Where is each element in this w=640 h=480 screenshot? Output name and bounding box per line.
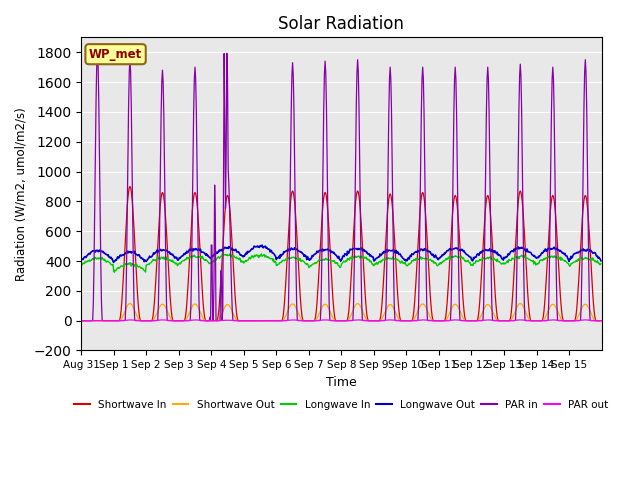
Line: PAR in: PAR in (81, 52, 601, 321)
Longwave In (219, 250, 227, 256)
Longwave In (77, 262, 85, 268)
Text: WP_met: WP_met (89, 48, 142, 60)
Longwave In (597, 261, 605, 266)
Shortwave In (597, 318, 605, 324)
Line: Longwave In: Longwave In (81, 253, 601, 272)
PAR out (139, 318, 147, 324)
Longwave Out (396, 252, 403, 257)
X-axis label: Time: Time (326, 376, 356, 389)
Longwave In (139, 265, 147, 271)
PAR out (234, 318, 242, 324)
Shortwave Out (126, 300, 134, 306)
PAR out (126, 317, 134, 323)
Shortwave In (424, 255, 432, 261)
Shortwave Out (139, 318, 147, 324)
Shortwave In (280, 308, 287, 313)
Shortwave Out (597, 318, 605, 324)
Title: Solar Radiation: Solar Radiation (278, 15, 404, 33)
PAR in (424, 318, 432, 324)
Shortwave In (395, 308, 403, 314)
Line: Shortwave In: Shortwave In (81, 186, 601, 321)
PAR in (139, 318, 147, 324)
Legend: Shortwave In, Shortwave Out, Longwave In, Longwave Out, PAR in, PAR out: Shortwave In, Shortwave Out, Longwave In… (70, 396, 612, 414)
Shortwave In (139, 318, 147, 324)
Longwave Out (280, 250, 288, 255)
Longwave Out (139, 256, 147, 262)
Longwave Out (425, 249, 433, 254)
PAR in (280, 318, 287, 324)
PAR in (260, 318, 268, 324)
Shortwave Out (234, 318, 242, 324)
Shortwave In (126, 183, 134, 189)
PAR in (93, 49, 101, 55)
PAR out (424, 317, 432, 323)
PAR out (77, 318, 85, 324)
PAR out (597, 318, 605, 324)
PAR out (260, 318, 268, 324)
Shortwave Out (280, 316, 287, 322)
Line: PAR out: PAR out (81, 320, 601, 321)
Shortwave Out (260, 318, 268, 324)
Line: Longwave Out: Longwave Out (81, 245, 601, 262)
Shortwave Out (395, 316, 403, 322)
Shortwave In (77, 318, 85, 324)
PAR in (77, 318, 85, 324)
Longwave In (280, 258, 288, 264)
PAR in (234, 318, 242, 324)
Shortwave In (234, 318, 242, 324)
Shortwave Out (77, 318, 85, 324)
Longwave In (111, 269, 118, 275)
Longwave In (396, 258, 403, 264)
Shortwave In (260, 318, 268, 324)
PAR in (395, 318, 403, 324)
Longwave Out (259, 242, 266, 248)
Longwave In (261, 254, 269, 260)
Longwave Out (261, 243, 269, 249)
Longwave In (236, 257, 243, 263)
PAR in (597, 318, 605, 324)
Y-axis label: Radiation (W/m2, umol/m2/s): Radiation (W/m2, umol/m2/s) (15, 107, 28, 281)
PAR out (395, 318, 403, 324)
Longwave Out (234, 249, 242, 255)
Shortwave Out (424, 310, 432, 315)
PAR out (280, 318, 287, 324)
Longwave In (425, 257, 433, 263)
Longwave Out (597, 258, 605, 264)
Line: Shortwave Out: Shortwave Out (81, 303, 601, 321)
Longwave Out (110, 259, 118, 265)
Longwave Out (77, 259, 85, 264)
